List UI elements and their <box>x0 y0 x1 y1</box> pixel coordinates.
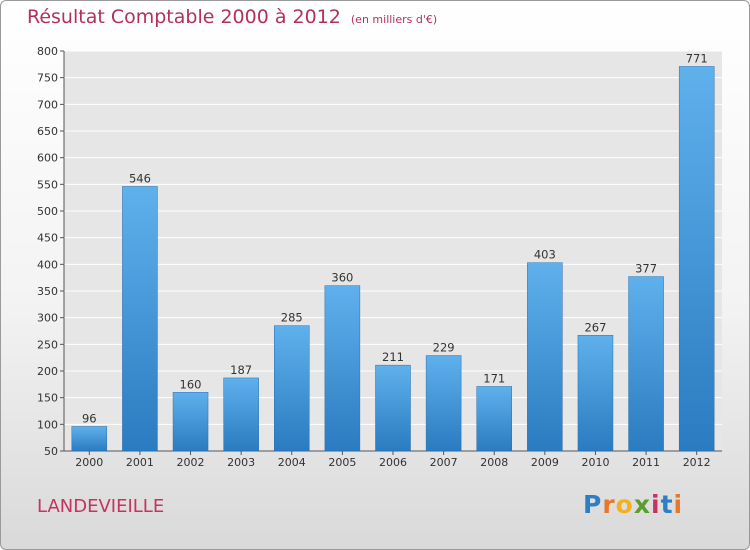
bar-2002 <box>172 392 209 452</box>
logo-letter: x <box>633 490 651 519</box>
x-tick-label-2009: 2009 <box>531 456 559 469</box>
y-tick-label: 100 <box>37 418 58 431</box>
x-tick-label-2008: 2008 <box>480 456 508 469</box>
x-tick-label-2011: 2011 <box>632 456 660 469</box>
y-tick-label: 550 <box>37 178 58 191</box>
data-label-2005: 360 <box>331 271 353 285</box>
location-name: LANDEVIEILLE <box>37 496 165 517</box>
x-tick-label-2002: 2002 <box>177 456 205 469</box>
y-tick-label: 50 <box>44 445 58 458</box>
data-label-2002: 160 <box>180 377 202 391</box>
y-tick-label: 250 <box>37 338 58 351</box>
y-tick-label: 700 <box>37 98 58 111</box>
data-label-2006: 211 <box>382 350 404 364</box>
bar-2012 <box>678 66 715 452</box>
y-tick-label: 350 <box>37 285 58 298</box>
data-label-2010: 267 <box>584 320 606 334</box>
x-tick-label-2000: 2000 <box>75 456 103 469</box>
y-tick-label: 200 <box>37 365 58 378</box>
chart-title-text: Résultat Comptable 2000 à 2012 <box>27 6 341 28</box>
y-tick-label: 650 <box>37 125 58 138</box>
bar-2011 <box>628 276 664 452</box>
logo-letter: i <box>673 490 684 519</box>
y-tick-label: 500 <box>37 205 58 218</box>
data-label-2009: 403 <box>534 248 556 262</box>
x-tick-label-2005: 2005 <box>328 456 356 469</box>
bar-2008 <box>476 386 512 452</box>
data-label-2003: 187 <box>230 363 252 377</box>
chart-subtitle: (en milliers d'€) <box>350 13 438 26</box>
logo-letter: r <box>602 490 616 519</box>
bar-2010 <box>577 335 614 452</box>
x-tick-label-2001: 2001 <box>126 456 154 469</box>
y-tick-label: 300 <box>37 312 58 325</box>
x-tick-label-2012: 2012 <box>683 456 711 469</box>
y-tick-label: 600 <box>37 152 58 165</box>
data-label-2007: 229 <box>433 341 455 355</box>
data-label-2001: 546 <box>129 171 151 185</box>
y-tick-label: 450 <box>37 232 58 245</box>
x-tick-label-2004: 2004 <box>278 456 306 469</box>
y-tick-label: 750 <box>37 72 58 85</box>
y-tick-label: 400 <box>37 258 58 271</box>
data-label-2000: 96 <box>82 411 97 425</box>
data-label-2011: 377 <box>635 262 657 276</box>
proxiti-logo: Proxiti <box>583 490 683 519</box>
x-tick-label-2010: 2010 <box>581 456 609 469</box>
logo-letter: t <box>660 490 674 519</box>
data-label-2004: 285 <box>281 311 303 325</box>
bar-2001 <box>122 186 158 452</box>
y-tick-label: 150 <box>37 392 58 405</box>
bar-2000 <box>71 426 108 452</box>
bar-2005 <box>324 285 361 452</box>
y-tick-label: 800 <box>37 45 58 58</box>
chart-title: Résultat Comptable 2000 à 2012 (en millie… <box>27 6 437 28</box>
logo-letter: P <box>583 490 603 519</box>
bar-2009 <box>527 262 563 452</box>
data-label-2008: 171 <box>483 371 505 385</box>
bar-2006 <box>375 364 411 452</box>
x-tick-label-2007: 2007 <box>430 456 458 469</box>
bar-2004 <box>274 325 310 452</box>
bar-2003 <box>223 377 259 452</box>
x-tick-label-2003: 2003 <box>227 456 255 469</box>
x-tick-label-2006: 2006 <box>379 456 407 469</box>
logo-letter: o <box>615 490 634 519</box>
logo-letter: i <box>651 490 661 519</box>
data-label-2012: 771 <box>686 51 708 65</box>
bar-2007 <box>425 355 462 452</box>
